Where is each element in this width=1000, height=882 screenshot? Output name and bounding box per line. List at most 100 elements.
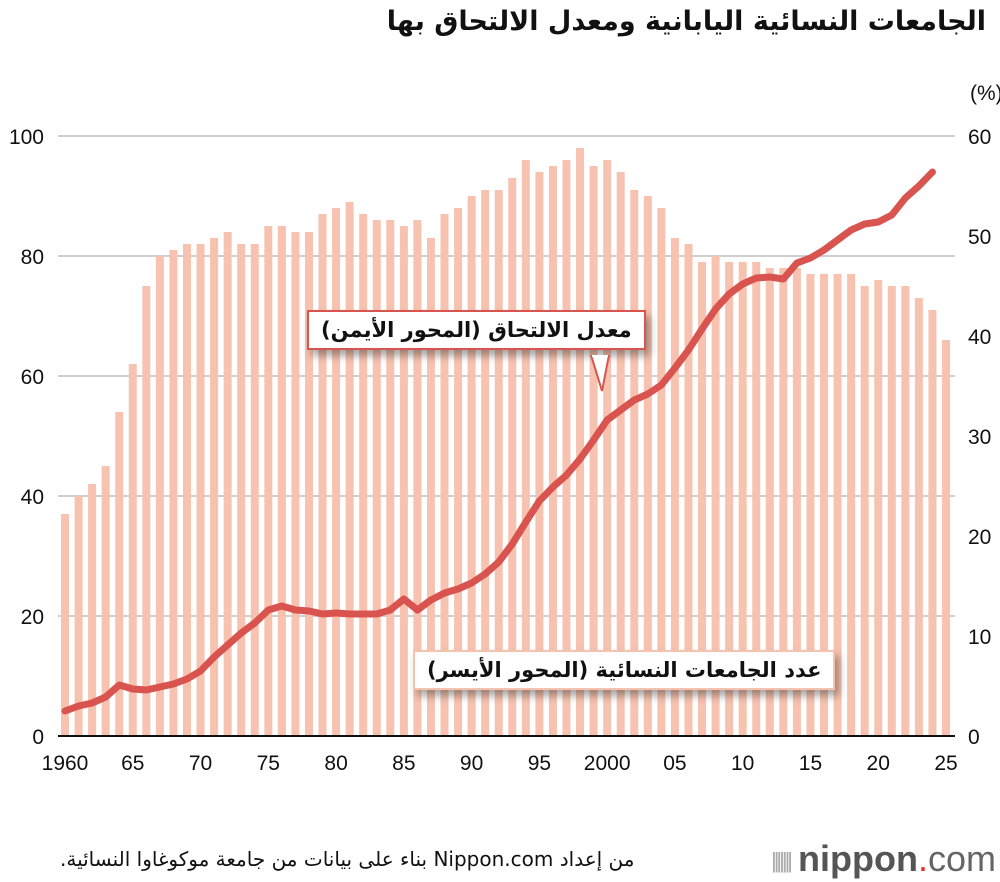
bar (345, 202, 354, 736)
right-axis-tick-label: 30 (968, 426, 991, 449)
line-series (61, 168, 936, 715)
bar (942, 340, 950, 736)
bar (616, 172, 625, 736)
callout-pointer (590, 355, 611, 392)
bar (535, 172, 544, 736)
left-axis-tick-label: 40 (21, 486, 44, 509)
bar (833, 274, 842, 736)
chart-title: الجامعات النسائية اليابانية ومعدل الالتح… (386, 6, 986, 37)
x-axis-tick-label: 15 (799, 752, 822, 775)
bar (603, 160, 612, 736)
bar (914, 298, 923, 736)
bar (101, 466, 110, 736)
bar (738, 262, 747, 736)
x-axis-tick-label: 25 (934, 752, 957, 775)
bar (169, 250, 178, 736)
right-axis-tick-label: 20 (968, 526, 991, 549)
bar (386, 220, 395, 736)
bar (264, 226, 273, 736)
left-axis-tick-label: 20 (21, 606, 44, 629)
bar (481, 190, 490, 736)
right-axis-unit: (%) (970, 82, 1000, 105)
x-axis-tick-label: 20 (867, 752, 890, 775)
bar (128, 364, 137, 736)
bar (467, 196, 476, 736)
bar (765, 268, 774, 736)
bar (250, 244, 259, 736)
bar (142, 286, 151, 736)
line-series-label: معدل الالتحاق (المحور الأيمن) (307, 310, 646, 350)
x-axis-tick-label: 95 (528, 752, 551, 775)
right-axis-tick-label: 60 (968, 126, 991, 149)
left-axis-tick-label: 0 (32, 726, 44, 749)
bar (562, 160, 571, 736)
bar (74, 496, 83, 736)
bar (426, 238, 435, 736)
source-note: من إعداد Nippon.com بناء على بيانات من ج… (60, 847, 635, 871)
bar (887, 286, 896, 736)
bar (277, 226, 286, 736)
bar (61, 514, 69, 736)
bar (657, 208, 666, 736)
bar (332, 208, 341, 736)
bar (711, 256, 720, 736)
right-axis-tick-label: 40 (968, 326, 991, 349)
bar (820, 274, 829, 736)
x-axis-tick-label: 80 (324, 752, 347, 775)
bar (196, 244, 205, 736)
bar (779, 268, 788, 736)
bar (792, 268, 801, 736)
x-axis-tick-label: 70 (189, 752, 212, 775)
bar (508, 178, 517, 736)
bar (210, 238, 219, 736)
bar (182, 244, 191, 736)
x-axis-tick-label: 10 (731, 752, 754, 775)
bar (318, 214, 327, 736)
gridlines (58, 135, 955, 617)
bar (643, 196, 652, 736)
left-axis-tick-label: 60 (21, 366, 44, 389)
bar (223, 232, 232, 736)
bar (860, 286, 869, 736)
bar (521, 160, 530, 736)
right-axis-tick-label: 0 (968, 726, 980, 749)
bar (304, 232, 313, 736)
x-axis-tick-label: 75 (257, 752, 280, 775)
right-axis-tick-label: 10 (968, 626, 991, 649)
x-axis-tick-label: 85 (392, 752, 415, 775)
bar (399, 226, 408, 736)
bar (752, 262, 761, 736)
x-axis-tick-label: 90 (460, 752, 483, 775)
left-axis-tick-label: 80 (21, 246, 44, 269)
bar (237, 244, 246, 736)
bar (670, 238, 679, 736)
bar (684, 244, 693, 736)
nippon-logo: ||||||| nippon.com (771, 838, 996, 879)
right-axis-tick-label: 50 (968, 226, 991, 249)
bar (806, 274, 815, 736)
bar-series-label: عدد الجامعات النسائية (المحور الأيسر) (413, 650, 836, 690)
logo-bars-icon: ||||||| (771, 848, 793, 874)
x-axis-tick-label: 65 (121, 752, 144, 775)
bar (928, 310, 937, 736)
left-axis-tick-label: 100 (9, 126, 44, 149)
bar (698, 262, 707, 736)
axes: 0 20 40 60 80 100 0 10 20 30 40 50 60 (%) 1960 65 70 75 80… (9, 82, 1000, 775)
bar (413, 220, 422, 736)
bar (494, 190, 503, 736)
bar (88, 484, 97, 736)
bar-series (61, 148, 950, 736)
x-axis-tick-label: 1960 (42, 752, 89, 775)
bar (874, 280, 883, 736)
bar (725, 262, 734, 736)
bar (155, 256, 164, 736)
bar (291, 232, 300, 736)
bar (901, 286, 910, 736)
bar (372, 220, 381, 736)
x-axis-tick-label: 05 (663, 752, 686, 775)
bar (454, 208, 463, 736)
bar (359, 214, 368, 736)
bar (440, 214, 449, 736)
bar (630, 190, 639, 736)
bar (847, 274, 856, 736)
